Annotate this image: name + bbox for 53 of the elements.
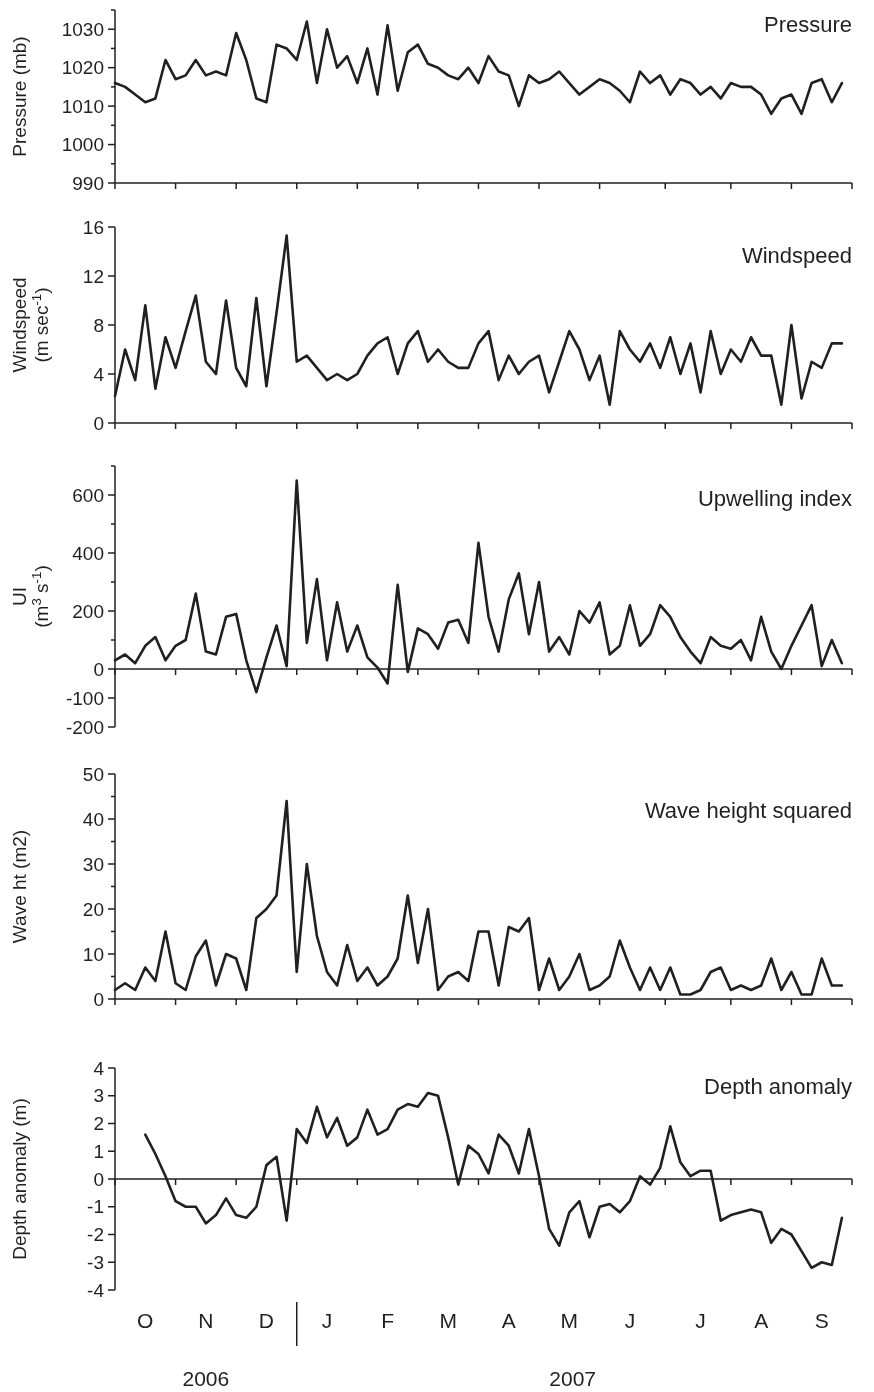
text: Wave height squared [644, 798, 852, 823]
y-tick-label: 1010 [61, 95, 104, 117]
x-tick-label: M [439, 1309, 457, 1332]
text: Upwelling index [697, 486, 852, 511]
x-tick-label: F [381, 1309, 394, 1332]
y-tick-label: 12 [82, 265, 104, 287]
y-tick-label: 0 [93, 1168, 104, 1190]
y-tick-label: 200 [72, 600, 104, 622]
x-tick-label: N [198, 1309, 214, 1332]
y-tick-label: 0 [93, 658, 104, 680]
y-tick-label: 0 [93, 988, 104, 1010]
y-tick-label: 2 [93, 1113, 104, 1135]
y-tick-label: 20 [82, 898, 104, 920]
x-tick-label: A [501, 1309, 516, 1332]
y-tick-label: 600 [72, 484, 104, 506]
y-tick-label: -1 [87, 1196, 104, 1218]
x-tick-label: M [560, 1309, 579, 1332]
y-tick-label: 30 [82, 853, 104, 875]
y-tick-label: 40 [82, 808, 104, 830]
x-tick-label: J [695, 1309, 706, 1332]
x-tick-label: A [754, 1309, 769, 1332]
y-tick-label: -3 [87, 1251, 104, 1273]
text: 2007 [549, 1367, 597, 1390]
y-tick-label: 1000 [61, 134, 104, 156]
y-tick-label: 8 [93, 314, 104, 336]
y-tick-label: 10 [82, 943, 104, 965]
y-tick-label: -4 [87, 1279, 105, 1301]
y-tick-label: 4 [93, 1057, 105, 1079]
y-tick-label: 400 [72, 542, 104, 564]
text: Windspeed [741, 243, 852, 268]
y-tick-label: -2 [87, 1224, 104, 1246]
x-tick-label: S [814, 1309, 829, 1332]
x-tick-label: D [258, 1309, 275, 1332]
chart-title: Pressure [763, 12, 852, 37]
x-tick-label: J [624, 1309, 636, 1332]
y-tick-label: 1030 [61, 18, 104, 40]
text: 2006 [182, 1367, 230, 1390]
x-tick-label: J [321, 1309, 333, 1332]
y-tick-label: 990 [72, 172, 104, 194]
y-tick-label: -200 [65, 716, 104, 738]
y-axis-title: Pressure (mb) [9, 36, 30, 157]
y-tick-label: 16 [82, 216, 104, 238]
y-tick-label: 50 [82, 763, 104, 785]
y-tick-label: 1 [93, 1140, 104, 1162]
y-tick-label: 3 [93, 1085, 104, 1107]
y-axis-title: Depth anomaly (m) [9, 1098, 30, 1260]
chart-title: Depth anomaly [704, 1074, 852, 1099]
y-tick-label: 0 [93, 412, 104, 434]
y-tick-label: -100 [65, 687, 104, 709]
y-tick-label: 1020 [61, 57, 104, 79]
x-tick-label: O [137, 1309, 154, 1332]
y-tick-label: 4 [93, 363, 105, 385]
y-axis-title: Wave ht (m2) [9, 829, 30, 944]
